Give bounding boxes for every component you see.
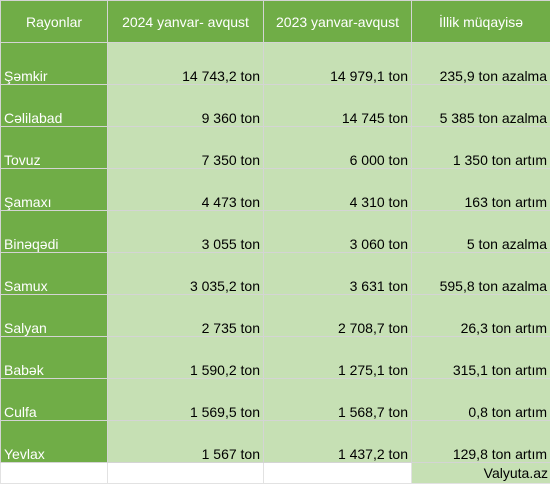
source-credit[interactable]: Valyuta.az	[412, 463, 550, 484]
table-row: Babək 1 590,2 ton 1 275,1 ton 315,1 ton …	[1, 337, 550, 379]
value-2023-cell[interactable]: 14 745 ton	[264, 85, 412, 127]
change-cell[interactable]: 5 ton azalma	[412, 211, 550, 253]
value-2024-cell[interactable]: 3 055 ton	[108, 211, 264, 253]
value-2024-cell[interactable]: 14 743,2 ton	[108, 43, 264, 85]
table-row: Culfa 1 569,5 ton 1 568,7 ton 0,8 ton ar…	[1, 379, 550, 421]
table-row: Salyan 2 735 ton 2 708,7 ton 26,3 ton ar…	[1, 295, 550, 337]
district-cell[interactable]: Yevlax	[1, 421, 108, 463]
district-cell[interactable]: Samux	[1, 253, 108, 295]
district-cell[interactable]: Tovuz	[1, 127, 108, 169]
value-2023-cell[interactable]: 14 979,1 ton	[264, 43, 412, 85]
value-2023-cell[interactable]: 3 060 ton	[264, 211, 412, 253]
value-2023-cell[interactable]: 3 631 ton	[264, 253, 412, 295]
change-cell[interactable]: 235,9 ton azalma	[412, 43, 550, 85]
district-cell[interactable]: Salyan	[1, 295, 108, 337]
value-2024-cell[interactable]: 2 735 ton	[108, 295, 264, 337]
change-cell[interactable]: 163 ton artım	[412, 169, 550, 211]
change-cell[interactable]: 595,8 ton azalma	[412, 253, 550, 295]
header-district[interactable]: Rayonlar	[1, 1, 108, 43]
table-row: Yevlax 1 567 ton 1 437,2 ton 129,8 ton a…	[1, 421, 550, 463]
footer-row: Valyuta.az	[1, 463, 550, 484]
value-2023-cell[interactable]: 2 708,7 ton	[264, 295, 412, 337]
table-row: Samux 3 035,2 ton 3 631 ton 595,8 ton az…	[1, 253, 550, 295]
district-cell[interactable]: Şamaxı	[1, 169, 108, 211]
table-row: Binəqədi 3 055 ton 3 060 ton 5 ton azalm…	[1, 211, 550, 253]
value-2023-cell[interactable]: 4 310 ton	[264, 169, 412, 211]
value-2024-cell[interactable]: 7 350 ton	[108, 127, 264, 169]
value-2024-cell[interactable]: 1 590,2 ton	[108, 337, 264, 379]
empty-cell[interactable]	[264, 463, 412, 484]
change-cell[interactable]: 1 350 ton artım	[412, 127, 550, 169]
table-row: Tovuz 7 350 ton 6 000 ton 1 350 ton artı…	[1, 127, 550, 169]
value-2024-cell[interactable]: 4 473 ton	[108, 169, 264, 211]
table-row: Şəmkir 14 743,2 ton 14 979,1 ton 235,9 t…	[1, 43, 550, 85]
table-row: Şamaxı 4 473 ton 4 310 ton 163 ton artım	[1, 169, 550, 211]
value-2024-cell[interactable]: 9 360 ton	[108, 85, 264, 127]
value-2024-cell[interactable]: 1 567 ton	[108, 421, 264, 463]
value-2023-cell[interactable]: 1 568,7 ton	[264, 379, 412, 421]
header-2023[interactable]: 2023 yanvar-avqust	[264, 1, 412, 43]
change-cell[interactable]: 315,1 ton artım	[412, 337, 550, 379]
value-2023-cell[interactable]: 6 000 ton	[264, 127, 412, 169]
header-change[interactable]: İllik müqayisə	[412, 1, 550, 43]
district-cell[interactable]: Babək	[1, 337, 108, 379]
header-2024[interactable]: 2024 yanvar- avqust	[108, 1, 264, 43]
value-2024-cell[interactable]: 1 569,5 ton	[108, 379, 264, 421]
change-cell[interactable]: 129,8 ton artım	[412, 421, 550, 463]
change-cell[interactable]: 26,3 ton artım	[412, 295, 550, 337]
change-cell[interactable]: 5 385 ton azalma	[412, 85, 550, 127]
value-2023-cell[interactable]: 1 275,1 ton	[264, 337, 412, 379]
table-row: Cəlilabad 9 360 ton 14 745 ton 5 385 ton…	[1, 85, 550, 127]
header-row: Rayonlar 2024 yanvar- avqust 2023 yanvar…	[1, 1, 550, 43]
value-2023-cell[interactable]: 1 437,2 ton	[264, 421, 412, 463]
empty-cell[interactable]	[108, 463, 264, 484]
empty-cell[interactable]	[1, 463, 108, 484]
change-cell[interactable]: 0,8 ton artım	[412, 379, 550, 421]
district-cell[interactable]: Şəmkir	[1, 43, 108, 85]
district-cell[interactable]: Culfa	[1, 379, 108, 421]
value-2024-cell[interactable]: 3 035,2 ton	[108, 253, 264, 295]
district-cell[interactable]: Binəqədi	[1, 211, 108, 253]
district-cell[interactable]: Cəlilabad	[1, 85, 108, 127]
